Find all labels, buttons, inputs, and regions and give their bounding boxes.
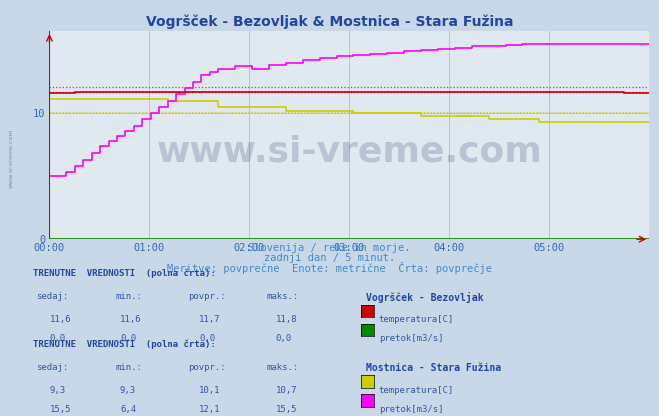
Text: 10,1: 10,1 [199,386,221,395]
Text: 12,1: 12,1 [199,405,221,414]
Text: Slovenija / reke in morje.: Slovenija / reke in morje. [248,243,411,253]
Text: 11,6: 11,6 [120,315,142,324]
Text: Mostnica - Stara Fužina: Mostnica - Stara Fužina [366,363,501,373]
Text: 15,5: 15,5 [275,405,297,414]
Text: 0,0: 0,0 [199,334,215,343]
Text: povpr.:: povpr.: [188,363,225,372]
Text: Vogršček - Bezovljak: Vogršček - Bezovljak [366,292,483,304]
Text: temperatura[C]: temperatura[C] [379,315,454,324]
Text: Meritve: povprečne  Enote: metrične  Črta: povprečje: Meritve: povprečne Enote: metrične Črta:… [167,262,492,274]
Text: Vogršček - Bezovljak & Mostnica - Stara Fužina: Vogršček - Bezovljak & Mostnica - Stara … [146,15,513,29]
Text: 11,6: 11,6 [49,315,71,324]
Text: sedaj:: sedaj: [36,292,69,302]
Text: 0,0: 0,0 [275,334,291,343]
Text: zadnji dan / 5 minut.: zadnji dan / 5 minut. [264,253,395,262]
Text: TRENUTNE  VREDNOSTI  (polna črta):: TRENUTNE VREDNOSTI (polna črta): [33,268,215,278]
Text: sedaj:: sedaj: [36,363,69,372]
Text: TRENUTNE  VREDNOSTI  (polna črta):: TRENUTNE VREDNOSTI (polna črta): [33,339,215,349]
Text: www.si-vreme.com: www.si-vreme.com [156,135,542,169]
Text: 0,0: 0,0 [120,334,136,343]
Text: 15,5: 15,5 [49,405,71,414]
Text: pretok[m3/s]: pretok[m3/s] [379,334,444,343]
Text: 9,3: 9,3 [49,386,65,395]
Text: www.si-vreme.com: www.si-vreme.com [9,128,14,188]
Text: povpr.:: povpr.: [188,292,225,302]
Text: 11,7: 11,7 [199,315,221,324]
Text: 11,8: 11,8 [275,315,297,324]
Text: 10,7: 10,7 [275,386,297,395]
Text: maks.:: maks.: [267,292,299,302]
Text: 0,0: 0,0 [49,334,65,343]
Text: maks.:: maks.: [267,363,299,372]
Text: temperatura[C]: temperatura[C] [379,386,454,395]
Text: 9,3: 9,3 [120,386,136,395]
Text: min.:: min.: [115,363,142,372]
Text: min.:: min.: [115,292,142,302]
Text: pretok[m3/s]: pretok[m3/s] [379,405,444,414]
Text: 6,4: 6,4 [120,405,136,414]
